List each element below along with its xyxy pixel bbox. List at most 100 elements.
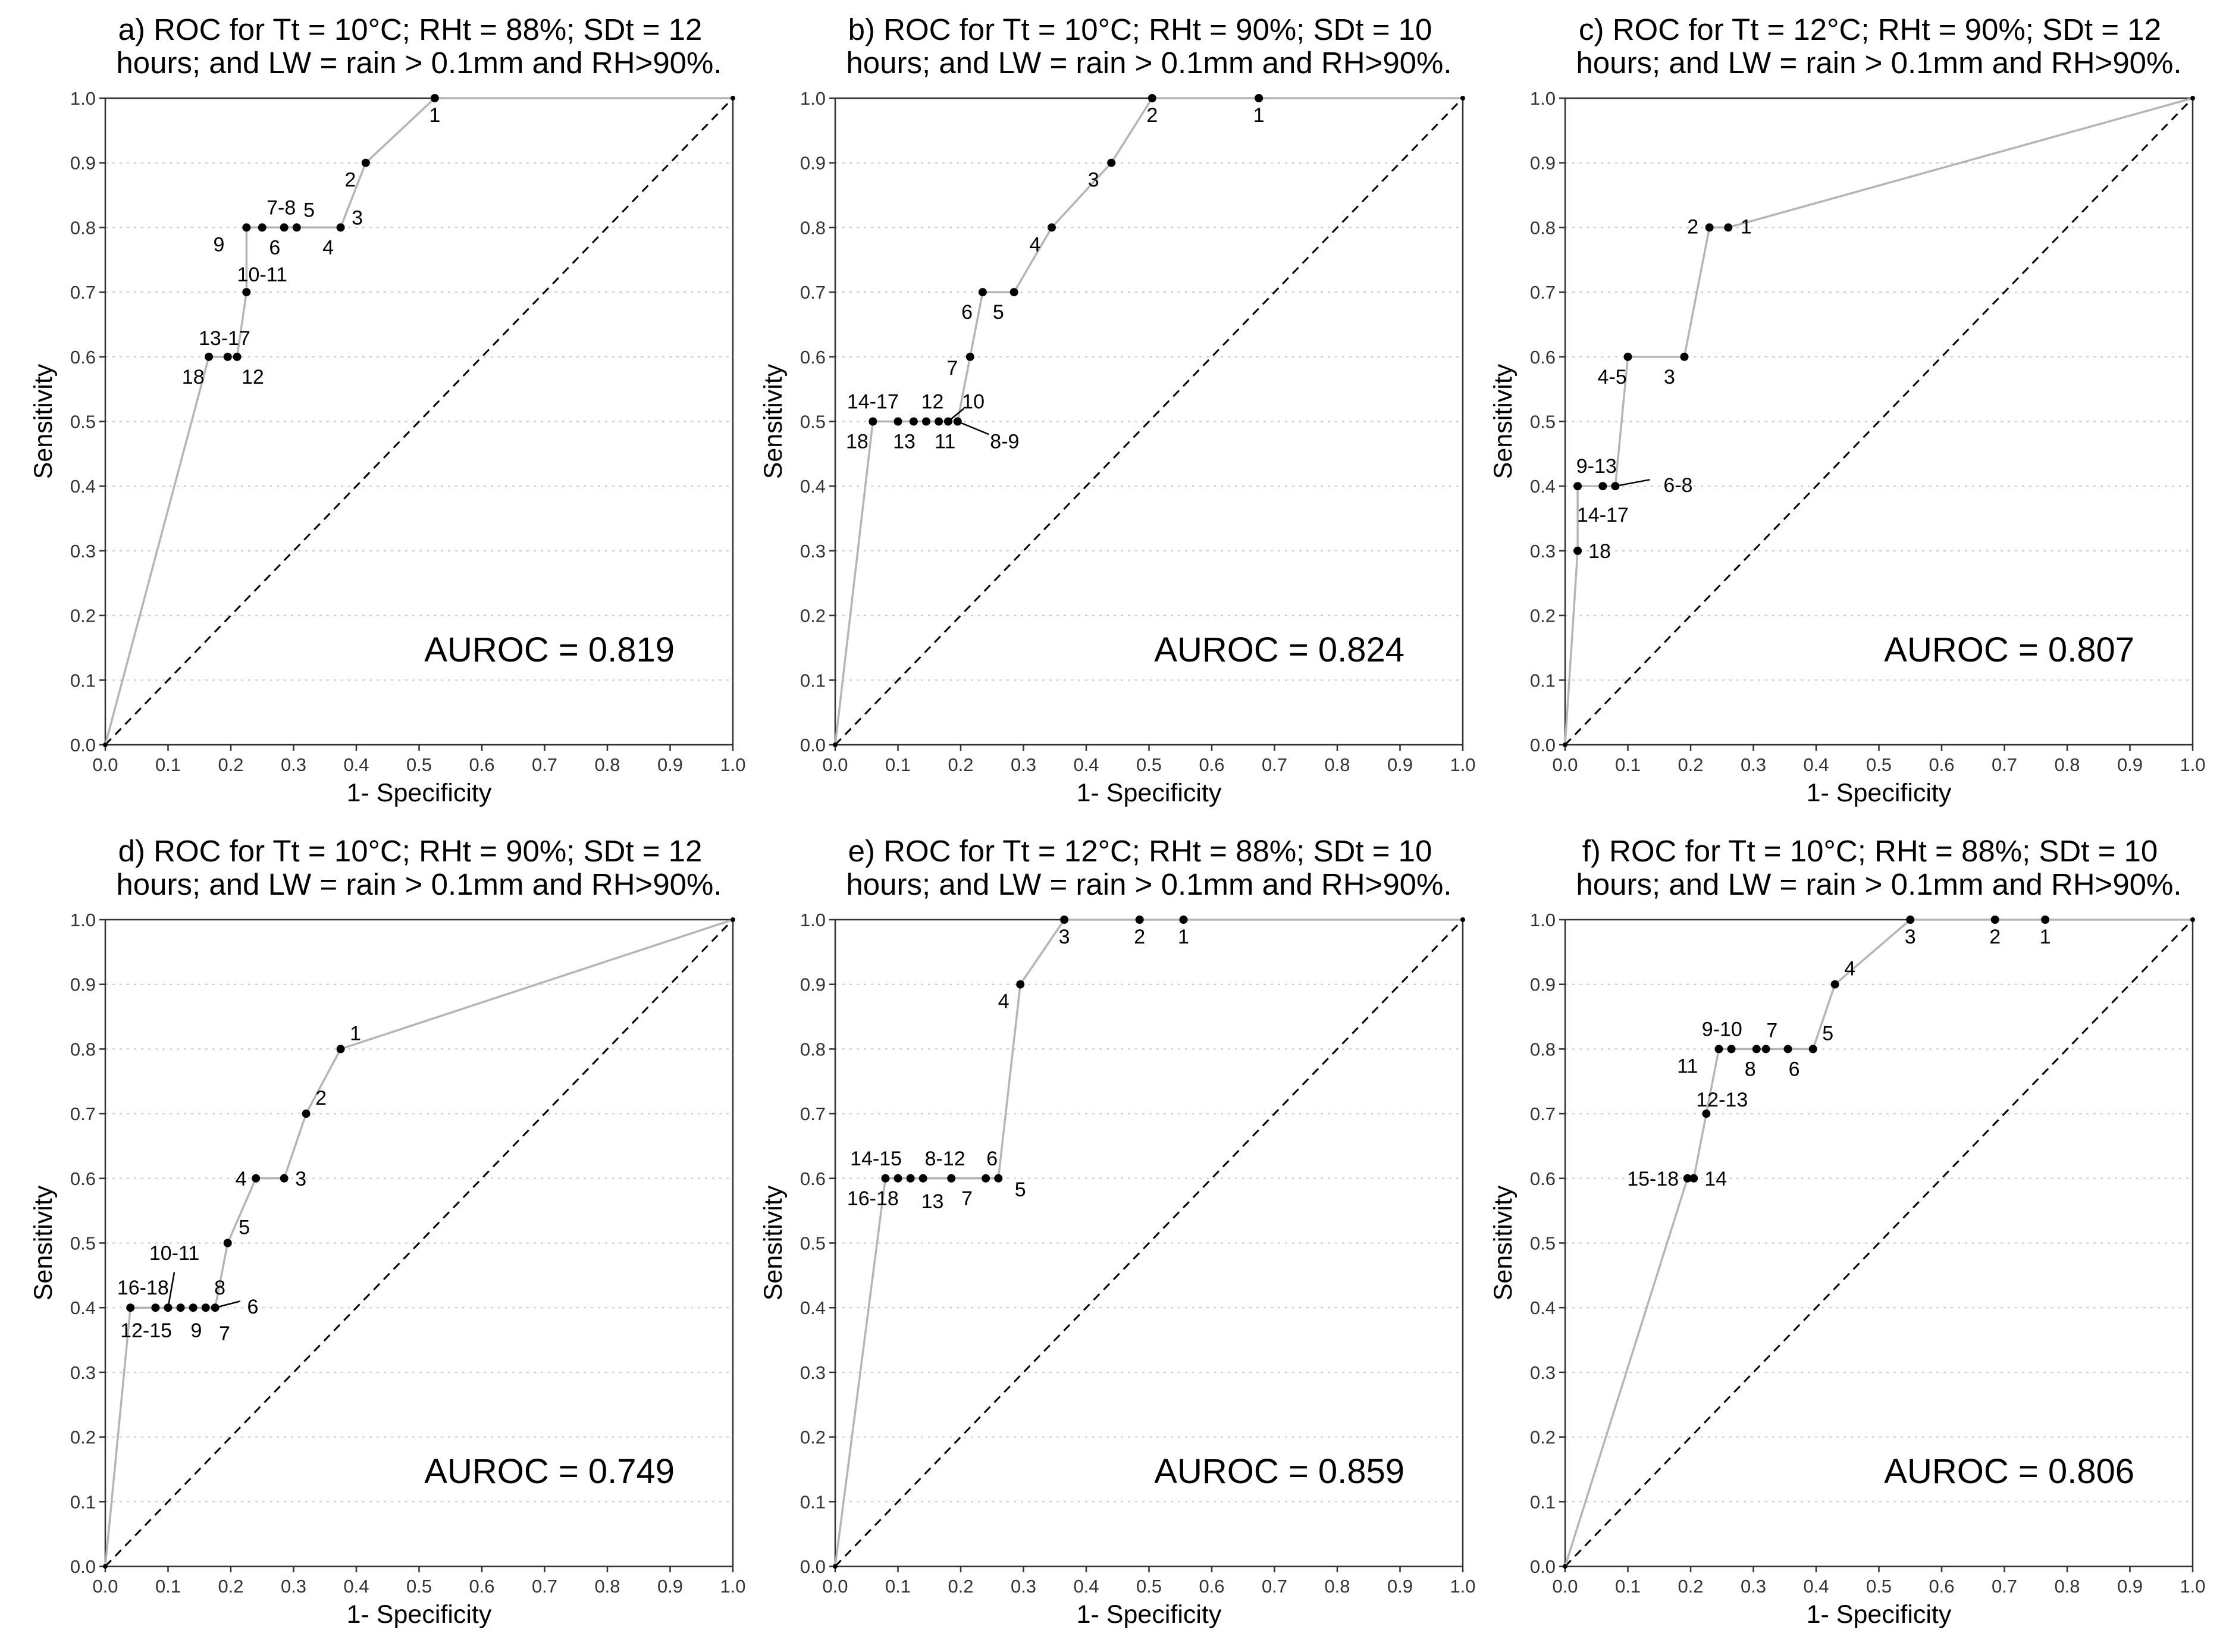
threshold-point-label: 7 xyxy=(1766,1019,1777,1042)
panel-title-line1: b) ROC for Tt = 10°C; RHt = 90%; SDt = 1… xyxy=(848,12,1432,46)
panel-title-line1: f) ROC for Tt = 10°C; RHt = 88%; SDt = 1… xyxy=(1582,834,2158,868)
y-tick-label: 0.7 xyxy=(70,282,96,303)
roc-curve-line xyxy=(834,97,1463,745)
x-tick-label: 0.2 xyxy=(948,754,973,775)
reference-diagonal-line xyxy=(1564,919,2194,1568)
panel-title-line2: hours; and LW = rain > 0.1mm and RH>90%. xyxy=(116,867,722,901)
roc-point xyxy=(1611,482,1620,491)
y-axis-title: Sensitivity xyxy=(29,363,58,479)
roc-point xyxy=(947,1174,956,1183)
roc-point xyxy=(1598,482,1607,491)
roc-point xyxy=(1135,916,1144,924)
y-tick-label: 0.8 xyxy=(1530,1039,1556,1059)
x-tick-label: 0.5 xyxy=(406,1576,432,1597)
threshold-point-label: 3 xyxy=(1664,366,1675,388)
y-tick-label: 0.9 xyxy=(800,153,826,174)
threshold-point-label: 3 xyxy=(1088,169,1099,192)
roc-point xyxy=(280,1174,289,1183)
threshold-point-label: 5 xyxy=(239,1217,250,1239)
threshold-point-label: 2 xyxy=(344,169,356,192)
roc-point xyxy=(233,352,242,361)
roc-point xyxy=(994,1174,1003,1183)
threshold-point-label: 2 xyxy=(1989,926,2001,948)
y-tick-label: 0.7 xyxy=(800,1104,826,1124)
x-axis-title: 1- Specificity xyxy=(347,779,492,807)
threshold-point-label: 1 xyxy=(429,104,440,127)
x-tick-label: 0.6 xyxy=(1199,754,1224,775)
auroc-value-label: AUROC = 0.807 xyxy=(1884,631,2134,669)
threshold-point-label: 11 xyxy=(935,431,955,453)
y-tick-label: 0.0 xyxy=(1530,735,1556,756)
x-tick-label: 0.0 xyxy=(822,1576,848,1597)
x-tick-label: 0.9 xyxy=(1387,754,1413,775)
auroc-value-label: AUROC = 0.749 xyxy=(424,1452,675,1491)
roc-point xyxy=(1761,1045,1770,1054)
roc-point xyxy=(1060,916,1069,924)
threshold-point-label: 10-11 xyxy=(149,1242,199,1265)
roc-point xyxy=(1255,94,1264,102)
roc-point xyxy=(1705,223,1714,232)
threshold-point-label: 5 xyxy=(303,199,315,221)
y-tick-label: 0.4 xyxy=(800,1297,826,1318)
y-tick-label: 0.1 xyxy=(1530,670,1556,691)
y-tick-label: 0.3 xyxy=(70,1362,96,1383)
threshold-point-label: 10-11 xyxy=(237,264,287,286)
x-tick-label: 1.0 xyxy=(720,754,745,775)
threshold-point-label: 1 xyxy=(350,1022,361,1045)
roc-point xyxy=(242,223,251,232)
x-tick-label: 0.9 xyxy=(1387,1576,1413,1597)
roc-point xyxy=(103,1564,108,1569)
x-tick-label: 0.5 xyxy=(1136,754,1162,775)
threshold-point-label: 8-12 xyxy=(925,1148,965,1170)
y-axis-title: Sensitivity xyxy=(759,1185,788,1300)
x-tick-label: 1.0 xyxy=(2180,754,2205,775)
roc-point xyxy=(965,352,974,361)
x-tick-label: 0.9 xyxy=(2117,754,2143,775)
roc-point xyxy=(1573,482,1582,491)
roc-point xyxy=(252,1174,261,1183)
reference-diagonal-line xyxy=(104,97,734,746)
x-axis-title: 1- Specificity xyxy=(1077,1600,1222,1629)
threshold-point-label: 6 xyxy=(1789,1058,1800,1080)
x-tick-label: 0.9 xyxy=(657,754,683,775)
roc-point xyxy=(982,1174,990,1183)
x-tick-label: 1.0 xyxy=(1450,1576,1475,1597)
x-tick-label: 0.3 xyxy=(281,1576,306,1597)
reference-diagonal-line xyxy=(834,97,1464,746)
threshold-point-label: 5 xyxy=(1822,1022,1833,1045)
roc-point xyxy=(1724,223,1733,232)
roc-point xyxy=(2190,917,2195,922)
threshold-point-label: 8 xyxy=(1745,1058,1756,1080)
threshold-point-label: 2 xyxy=(1687,215,1698,238)
threshold-point-label: 6-8 xyxy=(1663,474,1692,497)
panel-title-line2: hours; and LW = rain > 0.1mm and RH>90%. xyxy=(846,46,1451,80)
threshold-point-label: 18 xyxy=(182,366,205,388)
threshold-point-label: 3 xyxy=(352,206,363,229)
x-tick-label: 0.0 xyxy=(1552,754,1578,775)
y-tick-label: 0.0 xyxy=(1530,1556,1556,1577)
roc-point xyxy=(430,94,439,102)
roc-point xyxy=(126,1303,135,1312)
roc-point xyxy=(176,1303,185,1312)
roc-point xyxy=(361,158,370,167)
threshold-point-label: 6 xyxy=(247,1296,258,1318)
roc-point xyxy=(943,417,952,426)
y-tick-label: 1.0 xyxy=(70,910,96,930)
x-tick-label: 0.9 xyxy=(2117,1576,2143,1597)
x-tick-label: 0.4 xyxy=(1803,1576,1829,1597)
x-tick-label: 0.1 xyxy=(885,1576,911,1597)
threshold-point-label: 14-15 xyxy=(850,1148,902,1170)
roc-point xyxy=(1460,96,1465,101)
threshold-point-label: 3 xyxy=(1059,926,1070,948)
y-tick-label: 0.4 xyxy=(1530,476,1556,497)
x-tick-label: 0.0 xyxy=(92,754,118,775)
roc-point xyxy=(205,352,214,361)
roc-panel-c: c) ROC for Tt = 12°C; RHt = 90%; SDt = 1… xyxy=(1489,12,2206,807)
y-tick-label: 0.3 xyxy=(70,541,96,562)
roc-point xyxy=(1830,980,1839,989)
y-tick-label: 0.5 xyxy=(1530,1233,1556,1254)
roc-point xyxy=(978,288,987,297)
auroc-value-label: AUROC = 0.806 xyxy=(1884,1452,2134,1491)
threshold-point-label: 18 xyxy=(1588,540,1611,563)
threshold-point-label: 10 xyxy=(962,391,985,413)
